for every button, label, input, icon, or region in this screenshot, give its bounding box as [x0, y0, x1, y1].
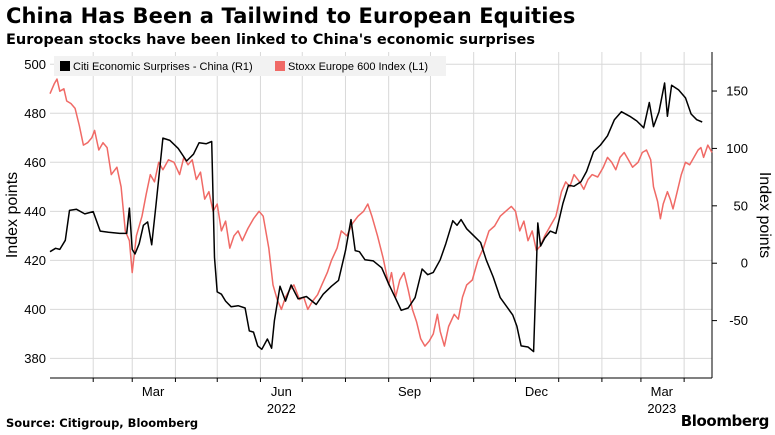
gridlines — [50, 52, 712, 378]
series — [49, 78, 713, 353]
bloomberg-logo: Bloomberg — [680, 412, 770, 430]
chart-subtitle: European stocks have been linked to Chin… — [6, 32, 535, 48]
right-tick-label: 0 — [741, 256, 748, 271]
left-tick-label: 500 — [24, 57, 46, 72]
left-tick-label: 440 — [24, 204, 46, 219]
left-tick-label: 460 — [24, 155, 46, 170]
x-year-label: 2022 — [267, 401, 296, 416]
x-month-label: Dec — [525, 384, 549, 399]
source-note: Source: Citigroup, Bloomberg — [6, 416, 199, 430]
x-month-label: Mar — [651, 384, 674, 399]
legend-swatch-citi — [60, 61, 70, 71]
axes — [50, 52, 713, 379]
x-month-label: Sep — [398, 384, 421, 399]
left-tick-label: 400 — [24, 302, 46, 317]
left-axis-label: Index points — [4, 172, 21, 258]
legend-label-stoxx: Stoxx Europe 600 Index (L1) — [288, 61, 428, 73]
series-line-stoxx — [49, 78, 713, 347]
legend-background — [54, 56, 446, 76]
ticks: 380 400 420 440 460 480 500 -50 0 50 100 150 Mar Jun S… — [24, 57, 748, 416]
x-month-label: Jun — [271, 384, 292, 399]
left-tick-label: 480 — [24, 106, 46, 121]
chart-title: China Has Been a Tailwind to European Eq… — [6, 4, 576, 28]
series-line-citi — [49, 82, 703, 353]
legend-label-citi: Citi Economic Surprises - China (R1) — [73, 61, 253, 73]
legend-swatch-stoxx — [275, 61, 285, 71]
x-year-label: 2023 — [647, 401, 676, 416]
right-tick-label: 100 — [726, 141, 748, 156]
right-axis-label: Index points — [756, 172, 773, 258]
left-tick-label: 420 — [24, 253, 46, 268]
legend: Citi Economic Surprises - China (R1) Sto… — [54, 56, 446, 76]
right-tick-label: 50 — [734, 198, 748, 213]
right-tick-label: 150 — [726, 84, 748, 99]
x-month-label: Mar — [142, 384, 165, 399]
right-tick-label: -50 — [729, 313, 748, 328]
left-tick-label: 380 — [24, 351, 46, 366]
